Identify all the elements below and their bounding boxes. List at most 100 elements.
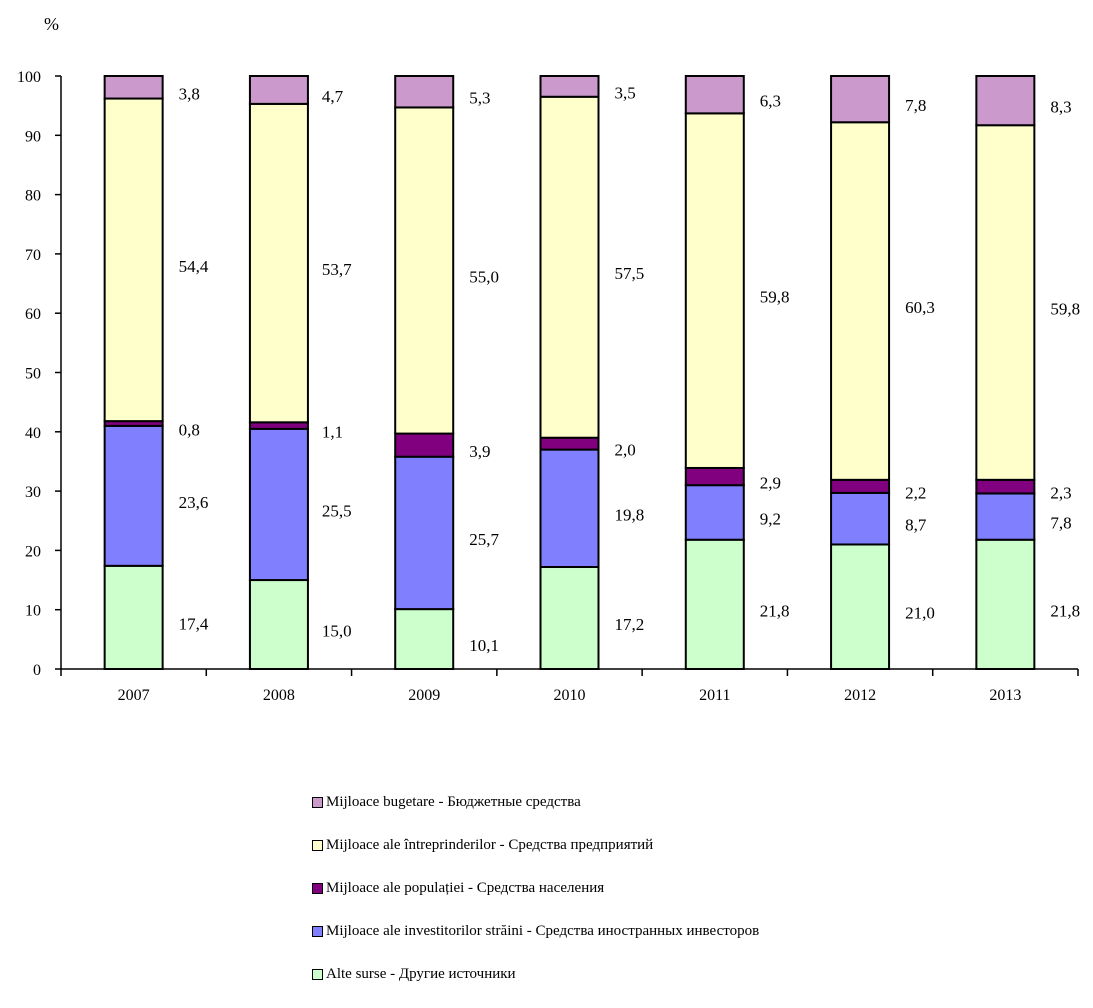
data-label-2008-series-1: 25,5: [322, 501, 352, 520]
data-label-2011-series-1: 9,2: [760, 509, 781, 528]
y-tick-label-40: 40: [25, 425, 41, 442]
data-label-2010-series-4: 3,5: [615, 83, 636, 102]
data-label-2012-series-0: 21,0: [905, 604, 935, 623]
y-axis-unit-label: %: [44, 14, 59, 34]
bar-segment-2008-series-3: [248, 102, 309, 424]
bar-segment-2009-series-1: [394, 455, 455, 611]
legend-label: Mijloace ale întreprinderilor - Средства…: [326, 836, 654, 853]
data-label-2007-series-2: 0,8: [179, 420, 200, 439]
data-label-2010-series-3: 57,5: [615, 264, 645, 283]
bar-segment-2012-series-2: [830, 478, 891, 494]
x-tick-label-2011: 2011: [699, 687, 730, 704]
bar-segment-2013-series-1: [975, 492, 1036, 541]
legend-item-series-3: Mijloace ale întreprinderilor - Средства…: [312, 836, 759, 854]
data-label-2007-series-1: 23,6: [179, 493, 209, 512]
bar-segment-2012-series-1: [830, 491, 891, 546]
bar-segment-2012-series-3: [830, 121, 891, 481]
data-label-2013-series-3: 59,8: [1050, 300, 1080, 319]
y-tick-label-10: 10: [25, 603, 41, 620]
data-label-2008-series-0: 15,0: [322, 622, 352, 641]
bar-segment-2013-series-4: [975, 75, 1036, 127]
legend-swatch: [312, 796, 323, 808]
data-label-2012-series-1: 8,7: [905, 516, 927, 535]
data-label-2011-series-2: 2,9: [760, 474, 781, 493]
bar-segment-2011-series-0: [684, 538, 745, 671]
data-label-2009-series-1: 25,7: [469, 530, 499, 549]
bar-segment-2007-series-4: [103, 75, 164, 100]
bar-segment-2008-series-0: [248, 579, 309, 670]
y-tick-label-80: 80: [25, 188, 41, 205]
data-label-2013-series-0: 21,8: [1050, 601, 1080, 620]
bar-segment-2013-series-2: [975, 478, 1036, 495]
stacked-bar-chart: % 17,4 23,6 0,8 54,4 3,8 15,0 25,5 1,1 53,7 4,7 10…: [17, 14, 1080, 704]
data-label-2008-series-2: 1,1: [322, 423, 343, 442]
data-label-2013-series-4: 8,3: [1050, 98, 1071, 117]
bar-segment-2010-series-4: [539, 75, 600, 98]
legend-swatch: [312, 968, 323, 980]
bar-segment-2011-series-1: [684, 484, 745, 541]
bar-segment-2013-series-0: [975, 538, 1036, 671]
x-tick-label-2012: 2012: [844, 687, 876, 704]
legend-label: Alte surse - Другие источники: [326, 965, 516, 982]
bar-segment-2010-series-2: [539, 436, 600, 451]
data-label-2012-series-3: 60,3: [905, 298, 935, 317]
legend: Mijloace bugetare - Бюджетные средства Mi…: [312, 793, 759, 1008]
legend-label: Mijloace ale investitorilor străini - Ср…: [326, 922, 760, 939]
bar-segment-2013-series-3: [975, 124, 1036, 481]
bars-group: [103, 75, 1036, 671]
bar-segment-2009-series-2: [394, 432, 455, 458]
bar-segment-2011-series-4: [684, 75, 745, 115]
data-label-2009-series-4: 5,3: [469, 89, 490, 108]
bar-segment-2007-series-1: [103, 424, 164, 567]
data-label-2007-series-0: 17,4: [179, 614, 209, 633]
legend-item-series-1: Mijloace ale investitorilor străini - Ср…: [312, 922, 759, 940]
legend-item-series-0: Alte surse - Другие источники: [312, 965, 759, 983]
data-label-2007-series-4: 3,8: [179, 84, 200, 103]
axes-group: 2007 2008 2009 2010 2011 2012 2013 0 10 20 30 40 50 6…: [17, 69, 1079, 704]
bar-segment-2008-series-1: [248, 427, 309, 582]
data-label-2013-series-2: 2,3: [1050, 484, 1071, 503]
data-labels-group: 17,4 23,6 0,8 54,4 3,8 15,0 25,5 1,1 53,7 4,7 10,1…: [179, 83, 1080, 655]
y-tick-label-90: 90: [25, 128, 41, 145]
data-label-2011-series-4: 6,3: [760, 92, 781, 111]
legend-swatch: [312, 882, 323, 894]
data-label-2013-series-1: 7,8: [1050, 514, 1071, 533]
data-label-2011-series-0: 21,8: [760, 601, 790, 620]
data-label-2008-series-4: 4,7: [322, 87, 344, 106]
x-tick-label-2007: 2007: [118, 687, 150, 704]
data-label-2012-series-2: 2,2: [905, 483, 926, 502]
data-label-2011-series-3: 59,8: [760, 288, 790, 307]
bar-segment-2010-series-3: [539, 95, 600, 439]
x-tick-label-2009: 2009: [408, 687, 440, 704]
legend-swatch: [312, 925, 323, 937]
y-tick-label-50: 50: [25, 366, 41, 383]
data-label-2009-series-0: 10,1: [469, 636, 499, 655]
bar-segment-2012-series-0: [830, 543, 891, 670]
y-tick-label-0: 0: [33, 662, 41, 679]
x-tick-label-2008: 2008: [263, 687, 295, 704]
legend-item-series-4: Mijloace bugetare - Бюджетные средства: [312, 793, 759, 811]
data-label-2010-series-2: 2,0: [615, 441, 636, 460]
y-tick-label-60: 60: [25, 306, 41, 323]
data-label-2009-series-3: 55,0: [469, 268, 499, 287]
x-tick-label-2013: 2013: [989, 687, 1021, 704]
bar-segment-2007-series-0: [103, 564, 164, 670]
legend-label: Mijloace bugetare - Бюджетные средства: [326, 793, 581, 810]
bar-segment-2009-series-0: [394, 608, 455, 670]
bar-segment-2009-series-3: [394, 106, 455, 435]
y-tick-label-20: 20: [25, 543, 41, 560]
x-tick-label-2010: 2010: [554, 687, 586, 704]
bar-segment-2010-series-0: [539, 566, 600, 671]
data-label-2010-series-1: 19,8: [615, 505, 645, 524]
y-tick-label-70: 70: [25, 247, 41, 264]
bar-segment-2007-series-3: [103, 97, 164, 423]
legend-label: Mijloace ale populației - Средства насел…: [326, 879, 605, 896]
bar-segment-2010-series-1: [539, 448, 600, 569]
data-label-2008-series-3: 53,7: [322, 260, 352, 279]
data-label-2007-series-3: 54,4: [179, 257, 209, 276]
data-label-2012-series-4: 7,8: [905, 96, 926, 115]
legend-swatch: [312, 839, 323, 851]
y-tick-label-100: 100: [17, 69, 41, 86]
data-label-2010-series-0: 17,2: [615, 615, 645, 634]
bar-segment-2008-series-4: [248, 75, 309, 105]
